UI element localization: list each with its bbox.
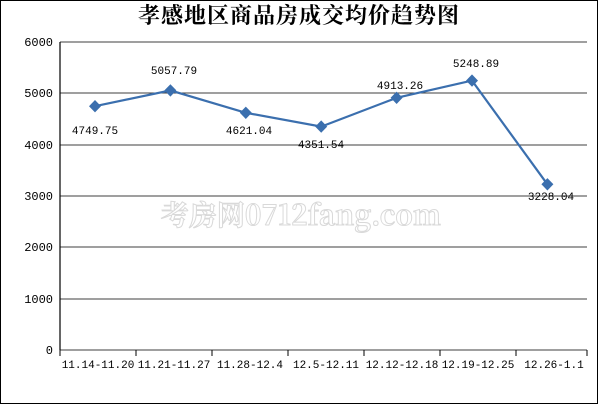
- svg-text:5248.89: 5248.89: [453, 59, 499, 71]
- svg-text:4621.04: 4621.04: [226, 126, 273, 138]
- svg-text:4351.54: 4351.54: [298, 140, 345, 152]
- svg-text:11.21-11.27: 11.21-11.27: [138, 360, 211, 372]
- svg-text:11.28-12.4: 11.28-12.4: [217, 360, 283, 372]
- svg-text:6000: 6000: [24, 36, 53, 50]
- svg-text:5057.79: 5057.79: [151, 66, 197, 78]
- svg-text:11.14-11.20: 11.14-11.20: [62, 360, 135, 372]
- svg-text:12.26-1.1: 12.26-1.1: [524, 360, 584, 372]
- svg-text:1000: 1000: [24, 293, 53, 307]
- svg-text:4000: 4000: [24, 139, 53, 153]
- svg-text:5000: 5000: [24, 87, 53, 101]
- svg-text:12.19-12.25: 12.19-12.25: [442, 360, 515, 372]
- svg-text:4913.26: 4913.26: [377, 81, 423, 93]
- svg-text:0: 0: [46, 344, 53, 358]
- svg-text:12.12-12.18: 12.12-12.18: [366, 360, 439, 372]
- svg-text:2000: 2000: [24, 241, 53, 255]
- svg-text:4749.75: 4749.75: [72, 126, 118, 138]
- svg-text:12.5-12.11: 12.5-12.11: [293, 360, 359, 372]
- svg-text:考房网0712fang.com: 考房网0712fang.com: [161, 194, 441, 234]
- svg-text:3000: 3000: [24, 190, 53, 204]
- svg-text:3228.04: 3228.04: [528, 192, 575, 204]
